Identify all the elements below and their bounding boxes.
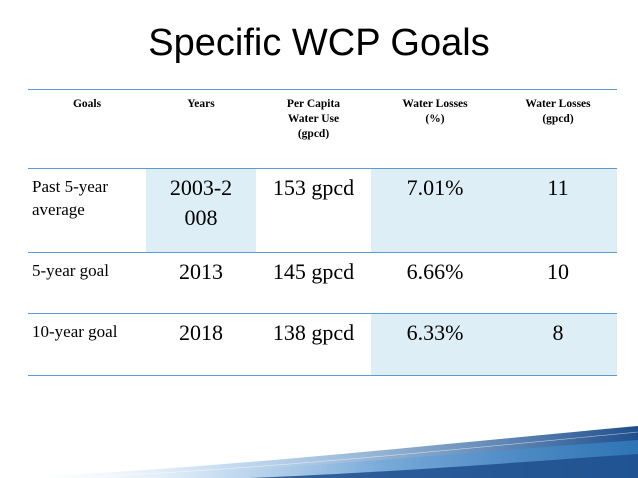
cell-loss-pct: 6.33%: [371, 313, 499, 376]
cell-goal: 10-year goal: [28, 313, 146, 376]
cell-loss-pct: 6.66%: [371, 252, 499, 314]
slide-title: Specific WCP Goals: [148, 22, 490, 64]
cell-per-capita: 138 gpcd: [256, 313, 371, 376]
cell-loss-gpcd: 11: [499, 168, 617, 253]
table-row: Past 5-year average 2003-2 008 153 gpcd …: [28, 168, 617, 253]
header-goals: Goals: [28, 89, 146, 169]
header-per-capita: Per Capita Water Use (gpcd): [256, 89, 371, 169]
cell-loss-pct: 7.01%: [371, 168, 499, 253]
header-years: Years: [146, 89, 256, 169]
cell-per-capita: 153 gpcd: [256, 168, 371, 253]
cell-years: 2003-2 008: [146, 168, 256, 253]
table-row: 5-year goal 2013 145 gpcd 6.66% 10: [28, 252, 617, 314]
cell-goal: Past 5-year average: [28, 168, 146, 253]
cell-years: 2018: [146, 313, 256, 376]
table-header-row: Goals Years Per Capita Water Use (gpcd) …: [28, 89, 617, 169]
goals-table: Goals Years Per Capita Water Use (gpcd) …: [28, 89, 617, 376]
cell-loss-gpcd: 10: [499, 252, 617, 314]
cell-years: 2013: [146, 252, 256, 314]
cell-per-capita: 145 gpcd: [256, 252, 371, 314]
header-water-losses-gpcd: Water Losses (gpcd): [499, 89, 617, 169]
decorative-swoosh: [0, 421, 638, 478]
cell-loss-gpcd: 8: [499, 313, 617, 376]
cell-goal: 5-year goal: [28, 252, 146, 314]
table-row: 10-year goal 2018 138 gpcd 6.33% 8: [28, 313, 617, 376]
header-water-losses-pct: Water Losses (%): [371, 89, 499, 169]
